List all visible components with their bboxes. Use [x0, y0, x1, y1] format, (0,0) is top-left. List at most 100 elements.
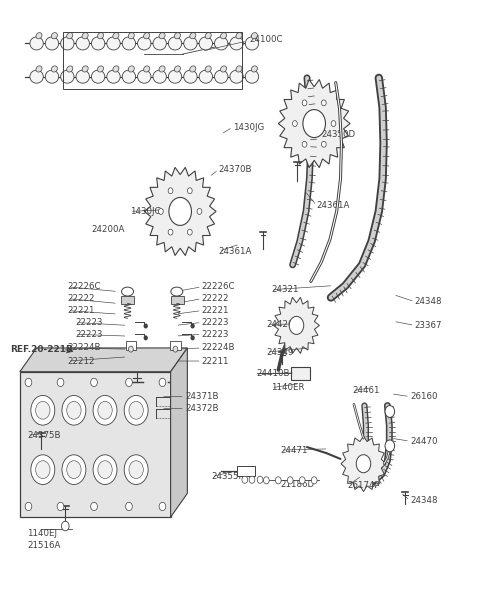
Circle shape	[129, 402, 144, 419]
Text: 24350D: 24350D	[322, 130, 356, 139]
Ellipse shape	[220, 66, 227, 72]
Circle shape	[242, 476, 248, 483]
Circle shape	[168, 188, 173, 193]
Ellipse shape	[51, 66, 58, 72]
Circle shape	[257, 476, 263, 483]
Text: 24361A: 24361A	[218, 247, 252, 256]
Ellipse shape	[236, 66, 242, 72]
Polygon shape	[274, 298, 320, 353]
Ellipse shape	[245, 70, 259, 83]
Circle shape	[36, 461, 50, 478]
Ellipse shape	[230, 37, 243, 50]
Circle shape	[303, 109, 325, 137]
Text: 22212: 22212	[68, 356, 95, 365]
FancyBboxPatch shape	[170, 296, 183, 304]
Ellipse shape	[199, 70, 213, 83]
Ellipse shape	[159, 66, 165, 72]
Circle shape	[168, 229, 173, 235]
Ellipse shape	[220, 33, 227, 39]
Circle shape	[126, 378, 132, 387]
Text: 26174P: 26174P	[348, 481, 380, 490]
Ellipse shape	[122, 37, 135, 50]
Ellipse shape	[97, 33, 104, 39]
Ellipse shape	[184, 37, 197, 50]
Text: 23367: 23367	[415, 321, 442, 330]
Ellipse shape	[168, 37, 182, 50]
Circle shape	[57, 378, 64, 387]
Ellipse shape	[113, 33, 119, 39]
Circle shape	[36, 402, 50, 419]
FancyBboxPatch shape	[291, 367, 311, 380]
Circle shape	[191, 336, 194, 340]
Circle shape	[98, 461, 112, 478]
Circle shape	[62, 396, 86, 425]
Circle shape	[276, 477, 281, 484]
Ellipse shape	[174, 66, 180, 72]
Circle shape	[191, 324, 194, 328]
Circle shape	[249, 476, 255, 483]
Ellipse shape	[171, 287, 183, 296]
Ellipse shape	[45, 70, 59, 83]
Ellipse shape	[67, 33, 73, 39]
Ellipse shape	[138, 37, 151, 50]
Text: 1430JG: 1430JG	[130, 207, 161, 216]
Ellipse shape	[67, 66, 73, 72]
Text: 24371B: 24371B	[185, 392, 218, 401]
Text: 24348: 24348	[415, 297, 442, 306]
Text: 24375B: 24375B	[27, 431, 60, 440]
Text: 24420: 24420	[266, 320, 294, 328]
Circle shape	[57, 502, 64, 511]
Circle shape	[169, 198, 192, 226]
Ellipse shape	[159, 33, 165, 39]
Ellipse shape	[215, 70, 228, 83]
Ellipse shape	[199, 37, 213, 50]
Circle shape	[129, 461, 144, 478]
Circle shape	[126, 502, 132, 511]
Circle shape	[67, 461, 81, 478]
Circle shape	[300, 477, 305, 484]
Ellipse shape	[60, 37, 74, 50]
Text: 21516A: 21516A	[27, 540, 60, 550]
Ellipse shape	[153, 70, 167, 83]
Circle shape	[62, 455, 86, 484]
FancyBboxPatch shape	[126, 342, 136, 350]
Circle shape	[197, 208, 202, 214]
Text: 22224B: 22224B	[202, 343, 235, 352]
Ellipse shape	[128, 33, 134, 39]
FancyBboxPatch shape	[121, 296, 134, 304]
Circle shape	[356, 455, 371, 473]
Circle shape	[25, 502, 32, 511]
Ellipse shape	[97, 66, 104, 72]
Text: 24200A: 24200A	[92, 225, 125, 234]
Ellipse shape	[91, 70, 105, 83]
Text: REF.20-221B: REF.20-221B	[10, 345, 73, 353]
Polygon shape	[278, 80, 350, 168]
Ellipse shape	[36, 33, 42, 39]
Circle shape	[312, 477, 317, 484]
Text: 1140EJ: 1140EJ	[27, 529, 57, 538]
Ellipse shape	[121, 287, 133, 296]
Text: 22223: 22223	[75, 318, 102, 327]
Ellipse shape	[230, 70, 243, 83]
Text: 24471: 24471	[281, 446, 308, 455]
Text: 24461: 24461	[352, 386, 380, 395]
Ellipse shape	[190, 33, 196, 39]
Text: 22223: 22223	[202, 318, 229, 327]
Ellipse shape	[91, 37, 105, 50]
Polygon shape	[20, 348, 187, 372]
Text: 24370B: 24370B	[218, 165, 252, 174]
Circle shape	[124, 455, 148, 484]
Text: 24410B: 24410B	[257, 369, 290, 378]
Circle shape	[25, 378, 32, 387]
Ellipse shape	[36, 66, 42, 72]
Polygon shape	[341, 436, 386, 491]
Ellipse shape	[60, 70, 74, 83]
Circle shape	[91, 378, 97, 387]
Circle shape	[292, 121, 297, 127]
Text: 22224B: 22224B	[68, 343, 101, 352]
Text: 24470: 24470	[410, 437, 437, 446]
Circle shape	[129, 346, 133, 352]
Circle shape	[93, 396, 117, 425]
Circle shape	[188, 229, 192, 235]
Circle shape	[98, 402, 112, 419]
